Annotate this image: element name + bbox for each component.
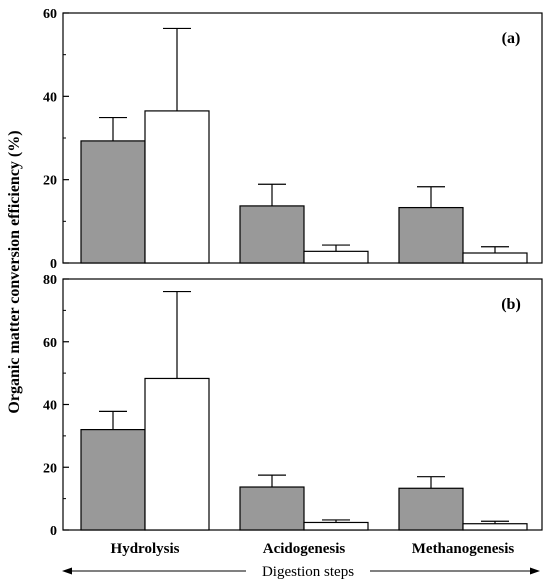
bar: [80, 140, 146, 264]
category-labels: Hydrolysis Acidogenesis Methanogenesis: [111, 541, 515, 557]
y-tick-label: 0: [50, 524, 57, 539]
category-label: Acidogenesis: [263, 541, 346, 557]
y-tick-label: 0: [50, 257, 57, 272]
x-axis-title: Digestion steps: [262, 564, 354, 580]
bar: [303, 521, 369, 531]
bar: [144, 110, 210, 264]
category-label: Methanogenesis: [412, 541, 515, 557]
bar: [462, 523, 528, 531]
y-axis-title: Organic matter conversion efficiency (%): [6, 130, 23, 413]
bar: [80, 429, 146, 531]
digestion-steps-arrow: Digestion steps: [62, 562, 540, 580]
panel-a: 0 20 40 60 (a): [43, 7, 543, 272]
category-label: Hydrolysis: [111, 541, 180, 557]
bar: [239, 205, 305, 264]
bar: [398, 487, 464, 531]
y-tick-label: 40: [43, 90, 57, 105]
y-tick-label: 40: [43, 399, 57, 414]
arrow-left-icon: [62, 567, 72, 575]
y-tick-label: 80: [43, 273, 57, 288]
y-tick-label: 20: [43, 461, 57, 476]
bar: [144, 377, 210, 531]
bar: [303, 250, 369, 264]
panel-b: 0 20 40 60 80 (b): [43, 273, 543, 539]
bar: [239, 486, 305, 531]
y-tick-label: 60: [43, 7, 57, 22]
y-tick-label: 20: [43, 174, 57, 189]
y-tick-label: 60: [43, 336, 57, 351]
bar: [462, 252, 528, 264]
arrow-right-icon: [530, 567, 540, 575]
panel-tag: (b): [501, 296, 521, 313]
panel-tag: (a): [502, 30, 521, 47]
bar: [398, 206, 464, 264]
